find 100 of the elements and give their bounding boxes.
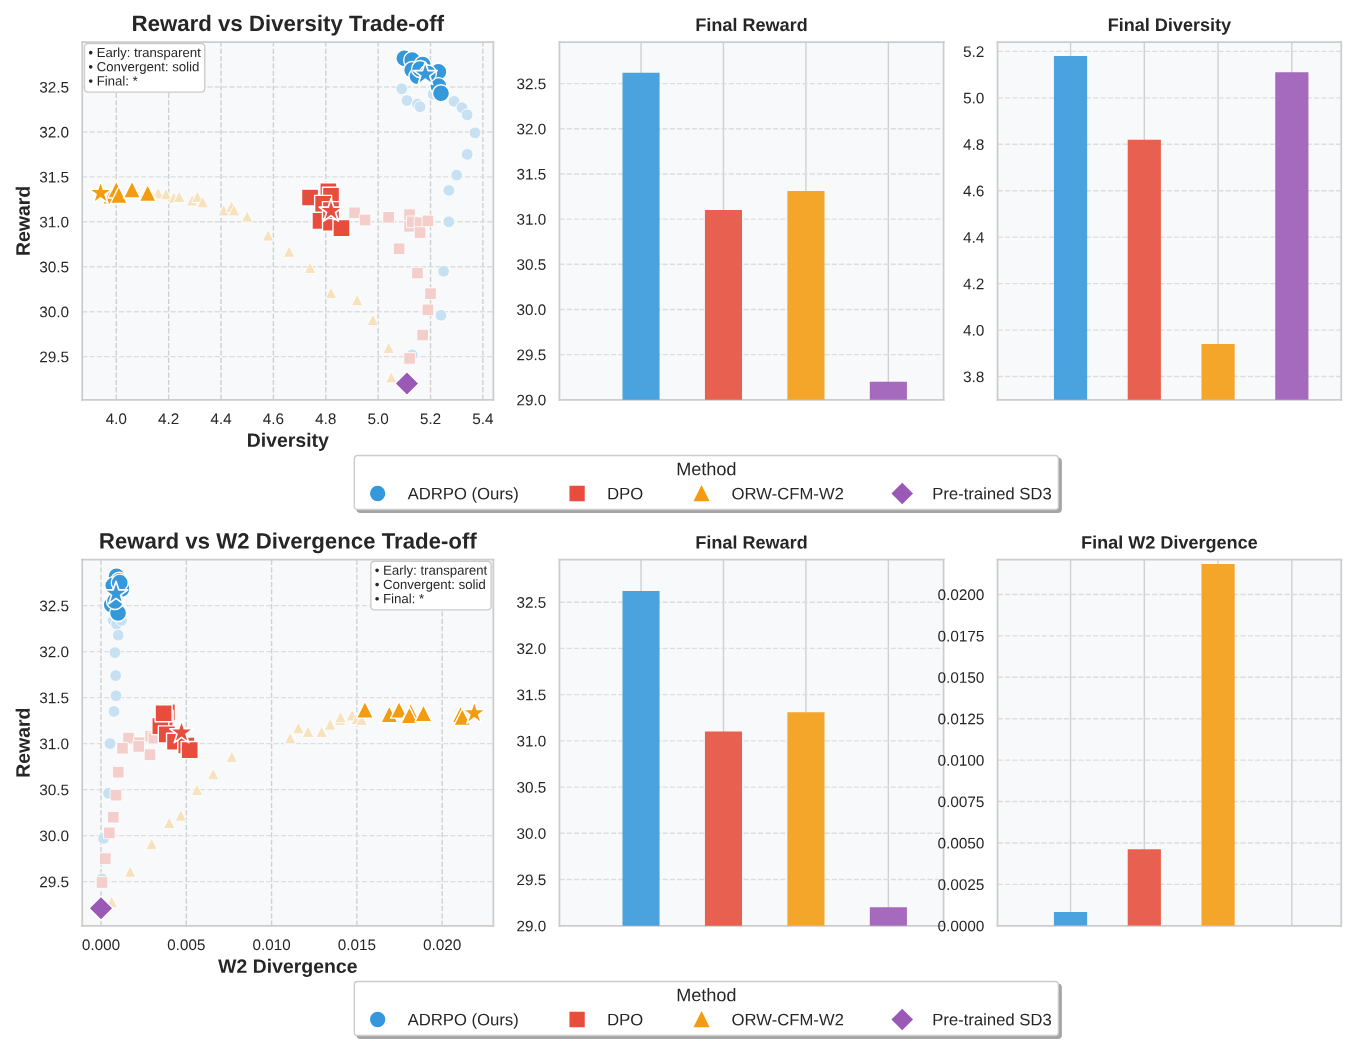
chart-title: Final Reward (696, 535, 807, 549)
x-tick-label: 0.010 (253, 939, 291, 951)
y-tick-label: 31.5 (39, 692, 69, 704)
point (122, 180, 142, 199)
legend-label: ORW-CFM-W2 (732, 1013, 844, 1026)
bar (1201, 563, 1235, 926)
y-tick-label: 32.5 (39, 600, 69, 612)
legend-label: ADRPO (Ours) (407, 487, 518, 503)
y-tick-label: 29.0 (517, 394, 546, 406)
legend-label: Pre-trained SD3 (933, 1013, 1051, 1026)
point (431, 84, 451, 103)
x-tick-label: 0.020 (423, 939, 461, 951)
y-tick-label: 30.0 (39, 830, 69, 842)
x-axis-title: Diversity (248, 432, 329, 451)
y-tick-label: 5.2 (963, 46, 984, 58)
point (154, 704, 173, 723)
x-axis-title: W2 Divergence (218, 958, 357, 977)
x-tick-label: 5.0 (368, 413, 389, 425)
y-tick-label: 3.8 (963, 371, 984, 383)
y-tick-label: 31.0 (39, 738, 69, 750)
y-tick-label: 32.5 (517, 78, 546, 90)
y-tick-label: 4.8 (963, 139, 984, 150)
point (461, 700, 487, 725)
legend-label: DPO (608, 1013, 643, 1026)
y-tick-label: 30.0 (39, 306, 69, 318)
point (355, 700, 375, 719)
y-tick-label: 30.5 (39, 261, 69, 273)
y-tick-label: 30.0 (517, 828, 546, 839)
x-tick-label: 0.005 (167, 939, 205, 951)
legend-label: DPO (608, 487, 643, 500)
chart-title: Reward vs W2 Divergence Trade-off (100, 532, 477, 554)
legend-title: Method (677, 462, 736, 476)
x-tick-label: 0.000 (82, 939, 120, 951)
bar (1127, 849, 1161, 926)
y-tick-label: 29.0 (517, 920, 546, 932)
y-tick-label: 0.0025 (938, 879, 984, 891)
x-tick-label: 4.6 (263, 413, 284, 425)
y-tick-label: 32.0 (39, 646, 69, 658)
y-tick-label: 32.0 (39, 126, 69, 138)
x-tick-label: 4.4 (210, 413, 232, 425)
y-tick-label: 0.0100 (938, 754, 984, 766)
x-tick-label: 4.2 (158, 413, 179, 425)
y-tick-label: 30.5 (517, 259, 546, 270)
point (400, 705, 419, 725)
y-tick-label: 4.2 (963, 278, 984, 290)
y-tick-label: 0.0125 (938, 713, 984, 725)
legend-label: ADRPO (Ours) (407, 1013, 518, 1029)
y-tick-label: 0.0000 (938, 920, 984, 932)
y-tick-label: 0.0200 (938, 589, 984, 601)
point (332, 218, 351, 238)
y-tick-label: 29.5 (517, 349, 546, 361)
point (180, 740, 199, 760)
y-tick-label: 30.5 (517, 781, 546, 793)
y-tick-label: 0.0050 (938, 837, 984, 849)
y-axis-title: Reward (15, 187, 30, 255)
y-axis-title: Reward (15, 708, 30, 777)
y-tick-label: 31.5 (39, 171, 69, 183)
x-tick-label: 4.0 (106, 413, 127, 425)
y-tick-label: 4.6 (963, 185, 984, 197)
chart-title: Final W2 Divergence (1082, 535, 1258, 553)
y-tick-label: 31.5 (517, 689, 546, 701)
point (412, 61, 438, 86)
x-tick-label: 5.2 (420, 413, 441, 425)
point (87, 179, 114, 204)
chart-title: Final Diversity (1108, 17, 1232, 35)
point (88, 895, 114, 922)
annotation: • Early: transparent • Convergent: solid • Final: * (88, 47, 201, 86)
y-tick-label: 32.0 (517, 643, 546, 655)
y-tick-label: 30.5 (39, 784, 69, 796)
y-tick-label: 31.0 (517, 213, 546, 225)
y-tick-label: 5.0 (963, 92, 984, 104)
y-tick-label: 31.5 (517, 168, 546, 180)
x-tick-label: 4.8 (315, 413, 336, 425)
y-tick-label: 0.0075 (938, 796, 984, 808)
legend-label: Pre-trained SD3 (933, 487, 1051, 500)
bar (1053, 912, 1088, 926)
y-tick-label: 31.0 (39, 216, 69, 228)
point (168, 719, 195, 744)
y-tick-label: 4.0 (963, 324, 984, 336)
y-tick-label: 32.5 (517, 597, 546, 608)
y-tick-label: 0.0150 (938, 672, 984, 683)
y-tick-label: 31.0 (517, 735, 546, 747)
point (414, 704, 433, 723)
y-tick-label: 29.5 (517, 874, 546, 886)
y-tick-label: 29.5 (40, 876, 69, 888)
y-tick-label: 0.0175 (938, 630, 984, 642)
chart-title: Reward vs Diversity Trade-off (133, 14, 445, 36)
y-tick-label: 4.4 (963, 232, 984, 243)
point (109, 185, 129, 205)
y-tick-label: 32.5 (39, 81, 69, 93)
annotation: • Early: transparent • Convergent: solid • Final: * (375, 565, 488, 604)
x-tick-label: 5.4 (472, 413, 494, 425)
chart-title: Final Reward (696, 17, 807, 32)
point (394, 370, 420, 397)
y-tick-label: 29.5 (40, 351, 69, 363)
y-tick-label: 30.0 (517, 304, 546, 316)
y-tick-label: 32.0 (517, 123, 546, 135)
legend-title: Method (677, 988, 736, 1002)
legend-label: ORW-CFM-W2 (732, 487, 844, 500)
x-tick-label: 0.015 (338, 939, 376, 951)
